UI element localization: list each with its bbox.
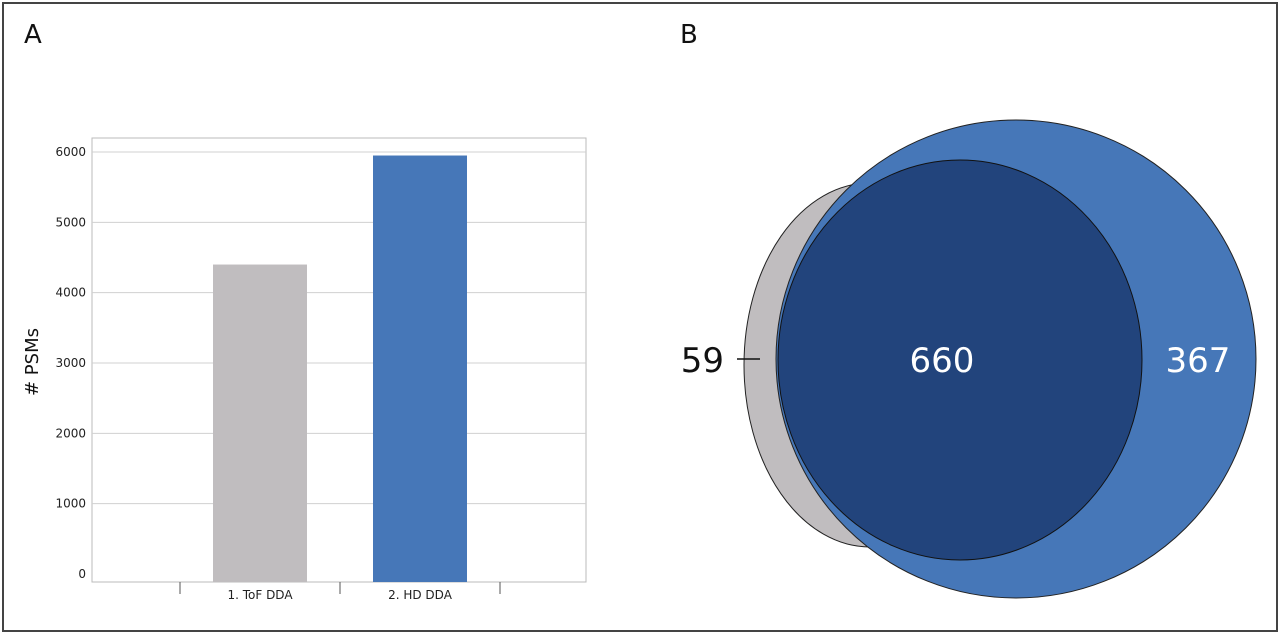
y-tick-labels: 0 1000 2000 3000 4000 5000 6000 [55,145,86,581]
y-axis-label: # PSMs [22,328,43,396]
y-tick-label: 0 [78,567,86,581]
bar-2 [373,155,467,582]
y-tick-label: 6000 [55,145,86,159]
venn-set-1-only-count: 59 [681,341,724,381]
y-tick-label: 1000 [55,497,86,511]
bars [213,155,467,582]
venn-diagram: 59 660 367 [681,119,1257,599]
x-tick-label: 2. HD DDA [388,588,453,602]
x-tick-label: 1. ToF DDA [227,588,293,602]
venn-overlap-count: 660 [910,341,975,381]
panel-b-label: B [680,20,698,50]
grid-lines [92,151,586,505]
x-tick-labels: 1. ToF DDA 2. HD DDA [179,582,501,602]
y-tick-label: 5000 [55,215,86,229]
y-tick-label: 3000 [55,356,86,370]
venn-set-2-only-count: 367 [1166,341,1231,381]
panel-a-label: A [24,20,42,50]
venn-overlap-region [777,159,1143,561]
y-tick-label: 2000 [55,426,86,440]
plot-area [91,137,587,583]
bar-1 [213,264,307,582]
bar-chart: 0 1000 2000 3000 4000 5000 6000 1. ToF DDA 2. H… [22,137,587,602]
y-tick-label: 4000 [55,286,86,300]
